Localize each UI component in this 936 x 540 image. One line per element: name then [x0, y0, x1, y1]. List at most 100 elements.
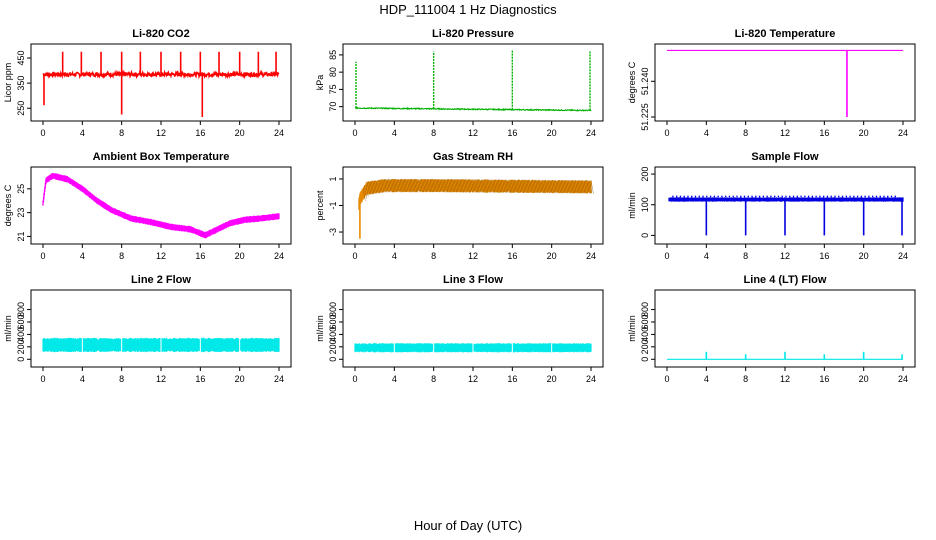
- x-tick-label: 0: [40, 128, 45, 138]
- x-tick-label: 4: [80, 374, 85, 384]
- y-tick-label: 250: [16, 101, 26, 116]
- y-tick-label: 1: [328, 176, 338, 181]
- x-tick-label: 16: [819, 374, 829, 384]
- y-tick-label: 100: [640, 197, 650, 212]
- x-tick-label: 12: [468, 374, 478, 384]
- plot-frame: [654, 43, 916, 122]
- y-tick-label: 200: [328, 339, 338, 354]
- x-tick-label: 0: [352, 128, 357, 138]
- y-tick-label: 200: [640, 339, 650, 354]
- figure-title: HDP_111004 1 Hz Diagnostics: [379, 2, 557, 17]
- x-tick-label: 0: [664, 374, 669, 384]
- y-axis-label-temperature: degrees C: [627, 61, 637, 103]
- y-tick-label: 200: [16, 339, 26, 354]
- x-tick-label: 20: [859, 128, 869, 138]
- panel-title-line3: Line 3 Flow: [443, 274, 503, 286]
- panel-title-co2: Li-820 CO2: [132, 28, 189, 40]
- x-tick-label: 24: [274, 251, 284, 261]
- x-tick-label: 24: [586, 128, 596, 138]
- x-tick-label: 16: [195, 374, 205, 384]
- x-tick-label: 4: [704, 251, 709, 261]
- x-tick-label: 12: [780, 251, 790, 261]
- y-tick-label: 200: [640, 167, 650, 182]
- x-tick-label: 4: [392, 374, 397, 384]
- y-tick-label: 800: [328, 302, 338, 317]
- y-tick-label: 800: [640, 302, 650, 317]
- x-tick-label: 0: [664, 128, 669, 138]
- x-tick-label: 8: [743, 374, 748, 384]
- x-tick-label: 12: [468, 251, 478, 261]
- y-tick-label: 600: [640, 314, 650, 329]
- x-tick-label: 24: [898, 251, 908, 261]
- x-tick-label: 16: [819, 128, 829, 138]
- x-tick-label: 4: [392, 251, 397, 261]
- y-tick-label: 400: [16, 327, 26, 342]
- x-tick-label: 20: [235, 128, 245, 138]
- y-tick-label: 80: [328, 67, 338, 77]
- y-tick-label: 0: [16, 357, 26, 362]
- x-axis-title: Hour of Day (UTC): [413, 518, 523, 533]
- x-tick-label: 16: [195, 128, 205, 138]
- x-tick-label: 0: [40, 374, 45, 384]
- panel-sample: Sample Flow ml/min 0 4 8 12 16 20 24 0 100 200: [627, 151, 916, 261]
- x-tick-label: 20: [547, 374, 557, 384]
- x-tick-label: 8: [431, 251, 436, 261]
- y-tick-label: 85: [328, 50, 338, 60]
- x-tick-label: 0: [664, 251, 669, 261]
- y-axis-label-line3: ml/min: [315, 315, 325, 342]
- y-tick-label: 400: [640, 327, 650, 342]
- y-tick-label: -1: [328, 201, 338, 209]
- panel-pressure: Li-820 Pressure kPa 0 4 8 12 16 20 24 70 75 80 85: [315, 28, 604, 138]
- panel-co2: Li-820 CO2 Licor ppm 0 4 8 12 16 20 24 250 350 450: [3, 28, 292, 138]
- x-tick-label: 20: [859, 251, 869, 261]
- x-tick-label: 24: [274, 128, 284, 138]
- x-tick-label: 4: [704, 128, 709, 138]
- panel-title-temperature: Li-820 Temperature: [735, 28, 836, 40]
- y-axis-label-co2: Licor ppm: [3, 63, 13, 103]
- panel-rh: Gas Stream RH percent 0 4 8 12 16 20 24 -3 -1 1: [315, 151, 604, 261]
- panel-line3: Line 3 Flow ml/min 0 4 8 12 16 20 24 0 20040060080…: [315, 274, 604, 384]
- x-tick-label: 8: [743, 251, 748, 261]
- panel-title-line4: Line 4 (LT) Flow: [744, 274, 827, 286]
- x-tick-label: 8: [743, 128, 748, 138]
- x-tick-label: 8: [431, 374, 436, 384]
- panel-title-pressure: Li-820 Pressure: [432, 28, 514, 40]
- y-axis-label-rh: percent: [315, 190, 325, 221]
- y-tick-label: -3: [328, 228, 338, 236]
- x-tick-label: 24: [586, 251, 596, 261]
- panel-temperature: Li-820 Temperature degrees C 0 4 8 12 16 20 24 51…: [627, 28, 916, 138]
- x-tick-label: 12: [156, 128, 166, 138]
- y-tick-label: 0: [328, 357, 338, 362]
- x-tick-label: 24: [274, 374, 284, 384]
- x-tick-label: 8: [119, 128, 124, 138]
- y-tick-label: 0: [640, 357, 650, 362]
- x-tick-label: 24: [898, 374, 908, 384]
- y-axis-label-ambient: degrees C: [3, 184, 13, 226]
- y-tick-label: 23: [16, 208, 26, 218]
- y-tick-label: 21: [16, 231, 26, 241]
- series-ambient: [42, 173, 280, 239]
- y-axis-label-line2: ml/min: [3, 315, 13, 342]
- x-tick-label: 20: [859, 374, 869, 384]
- x-tick-label: 16: [507, 128, 517, 138]
- y-tick-label: 450: [16, 51, 26, 66]
- x-tick-label: 20: [547, 128, 557, 138]
- x-tick-label: 8: [431, 128, 436, 138]
- y-tick-label: 0: [640, 233, 650, 238]
- x-tick-label: 16: [819, 251, 829, 261]
- series-hatch-rh: [362, 178, 594, 202]
- x-tick-label: 4: [392, 128, 397, 138]
- y-tick-label: 350: [16, 76, 26, 91]
- x-tick-label: 4: [704, 374, 709, 384]
- y-tick-label: 51.240: [640, 68, 650, 96]
- y-axis-label-pressure: kPa: [315, 75, 325, 91]
- x-tick-label: 20: [235, 374, 245, 384]
- x-tick-label: 12: [780, 128, 790, 138]
- series-pressure: [355, 106, 592, 112]
- x-tick-label: 4: [80, 128, 85, 138]
- y-tick-label: 25: [16, 184, 26, 194]
- y-axis-label-sample: ml/min: [627, 192, 637, 219]
- x-tick-label: 20: [547, 251, 557, 261]
